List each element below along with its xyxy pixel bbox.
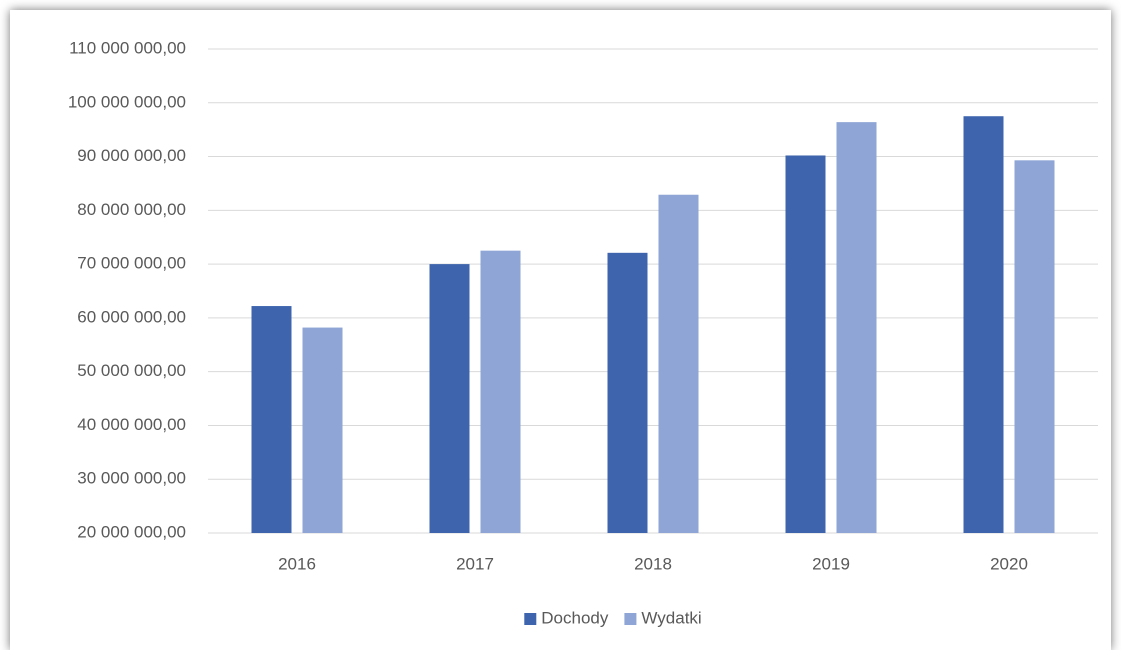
y-tick-label: 100 000 000,00: [68, 92, 186, 111]
x-tick-label: 2018: [634, 554, 672, 573]
legend-label: Dochody: [541, 608, 609, 627]
bar: [302, 327, 343, 533]
y-tick-label: 50 000 000,00: [77, 361, 186, 380]
y-tick-label: 90 000 000,00: [77, 146, 186, 165]
x-tick-label: 2016: [278, 554, 316, 573]
legend-label: Wydatki: [641, 608, 701, 627]
chart-panel: [10, 10, 1111, 650]
y-tick-label: 70 000 000,00: [77, 254, 186, 273]
y-tick-label: 20 000 000,00: [77, 522, 186, 541]
y-tick-label: 40 000 000,00: [77, 415, 186, 434]
x-tick-label: 2020: [990, 554, 1028, 573]
bar: [836, 122, 877, 533]
legend-swatch: [524, 613, 537, 625]
x-tick-label: 2019: [812, 554, 850, 573]
bar: [963, 116, 1004, 533]
legend-swatch: [624, 613, 637, 625]
y-tick-label: 60 000 000,00: [77, 307, 186, 326]
y-tick-label: 30 000 000,00: [77, 469, 186, 488]
bar: [480, 250, 521, 533]
bar: [658, 194, 699, 533]
bar: [429, 264, 470, 533]
plot-area: 20 000 000,00 30 000 000,00 40 000 000,00 5…: [68, 38, 1098, 627]
y-tick-label: 80 000 000,00: [77, 200, 186, 219]
bar: [785, 155, 826, 534]
y-tick-label: 110 000 000,00: [69, 38, 186, 57]
bar: [607, 252, 648, 533]
x-tick-label: 2017: [456, 554, 494, 573]
bar: [1014, 160, 1055, 533]
bar: [251, 306, 292, 533]
